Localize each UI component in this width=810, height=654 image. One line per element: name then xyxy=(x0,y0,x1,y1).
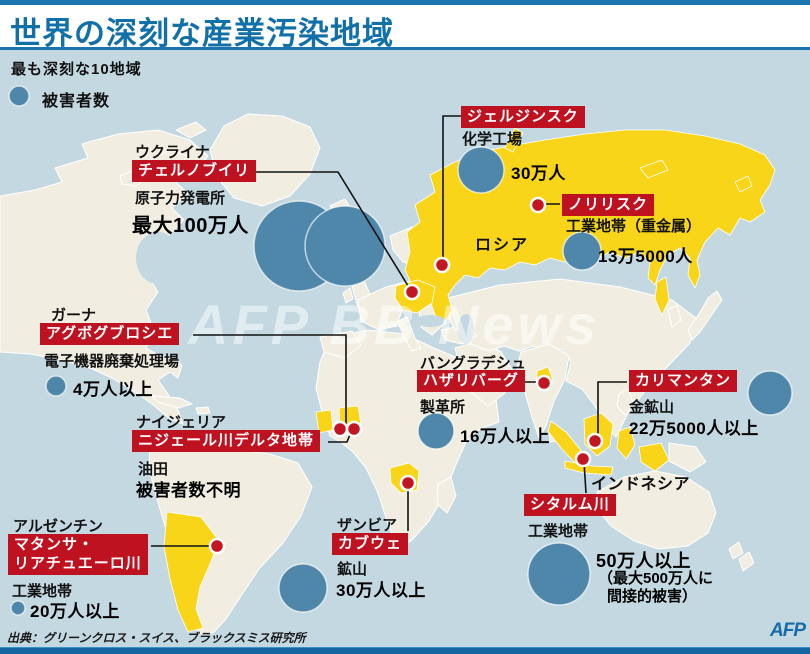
site-name-chernobyl: チェルノブイリ xyxy=(132,160,257,182)
site-victims-note-citarum-1: （最大500万人に xyxy=(598,570,714,587)
site-victims-norilsk: 13万5000人 xyxy=(598,247,693,266)
site-facility-chernobyl: 原子力発電所 xyxy=(135,190,226,207)
header-band: 世界の深刻な産業汚染地域 xyxy=(0,5,810,51)
site-name-agbogbloshie: アグボグブロシエ xyxy=(40,323,180,345)
site-country-niger-delta: ナイジェリア xyxy=(136,414,227,431)
site-facility-norilsk: 工業地帯（重金属） xyxy=(566,218,702,235)
site-victims-matanza: 20万人以上 xyxy=(30,602,120,621)
map-label-indonesia: インドネシア xyxy=(591,476,691,493)
site-name-matanza-line1: マタンサ・ xyxy=(14,536,95,553)
page-title: 世界の深刻な産業汚染地域 xyxy=(10,16,394,51)
site-name-kalimantan: カリマンタン xyxy=(629,370,738,392)
source-credit: 出典：グリーンクロス・スイス、ブラックスミス研究所 xyxy=(7,631,306,645)
site-victims-kalimantan: 22万5000人以上 xyxy=(629,419,759,438)
site-facility-hazaribagh: 製革所 xyxy=(420,399,466,416)
site-victims-citarum: 50万人以上 xyxy=(596,551,692,571)
map-label-russia: ロシア xyxy=(475,237,530,254)
site-name-matanza-line2: リアチュエーロ川 xyxy=(14,555,142,572)
site-country-kabwe: ザンビア xyxy=(337,517,398,534)
site-name-kabwe: カブウェ xyxy=(332,533,409,555)
site-facility-agbogbloshie: 電子機器廃棄処理場 xyxy=(44,353,180,370)
site-name-norilsk: ノリリスク xyxy=(562,194,655,216)
site-victims-note-citarum-2: 間接的被害） xyxy=(607,588,698,605)
legend-circle-label: 被害者数 xyxy=(42,93,111,110)
site-country-chernobyl: ウクライナ xyxy=(135,144,210,161)
site-victims-niger-delta: 被害者数不明 xyxy=(136,481,241,500)
site-name-dzerzhinsk: ジェルジンスク xyxy=(461,106,585,128)
site-facility-matanza: 工業地帯 xyxy=(12,583,73,600)
site-victims-chernobyl: 最大100万人 xyxy=(132,215,249,237)
site-victims-dzerzhinsk: 30万人 xyxy=(511,164,566,183)
site-facility-dzerzhinsk: 化学工場 xyxy=(462,131,523,148)
site-victims-hazaribagh: 16万人以上 xyxy=(460,427,550,446)
site-name-niger-delta: ニジェール川デルタ地帯 xyxy=(132,430,321,452)
site-victims-kabwe: 30万人以上 xyxy=(336,581,426,600)
top-bar xyxy=(0,0,810,5)
site-facility-kabwe: 鉱山 xyxy=(337,561,368,578)
site-victims-agbogbloshie: 4万人以上 xyxy=(73,380,153,399)
afp-logo: AFP xyxy=(770,620,806,641)
site-country-matanza: アルゼンチン xyxy=(13,518,103,535)
site-name-matanza: マタンサ・ リアチュエーロ川 xyxy=(8,534,148,575)
site-name-citarum: シタルム川 xyxy=(524,494,616,516)
site-facility-citarum: 工業地帯 xyxy=(528,523,589,540)
bottom-bar xyxy=(0,647,810,654)
site-country-agbogbloshie: ガーナ xyxy=(51,307,97,324)
site-name-hazaribagh: ハザリバーグ xyxy=(417,370,526,392)
legend-title: 最も深刻な10地域 xyxy=(11,61,142,78)
